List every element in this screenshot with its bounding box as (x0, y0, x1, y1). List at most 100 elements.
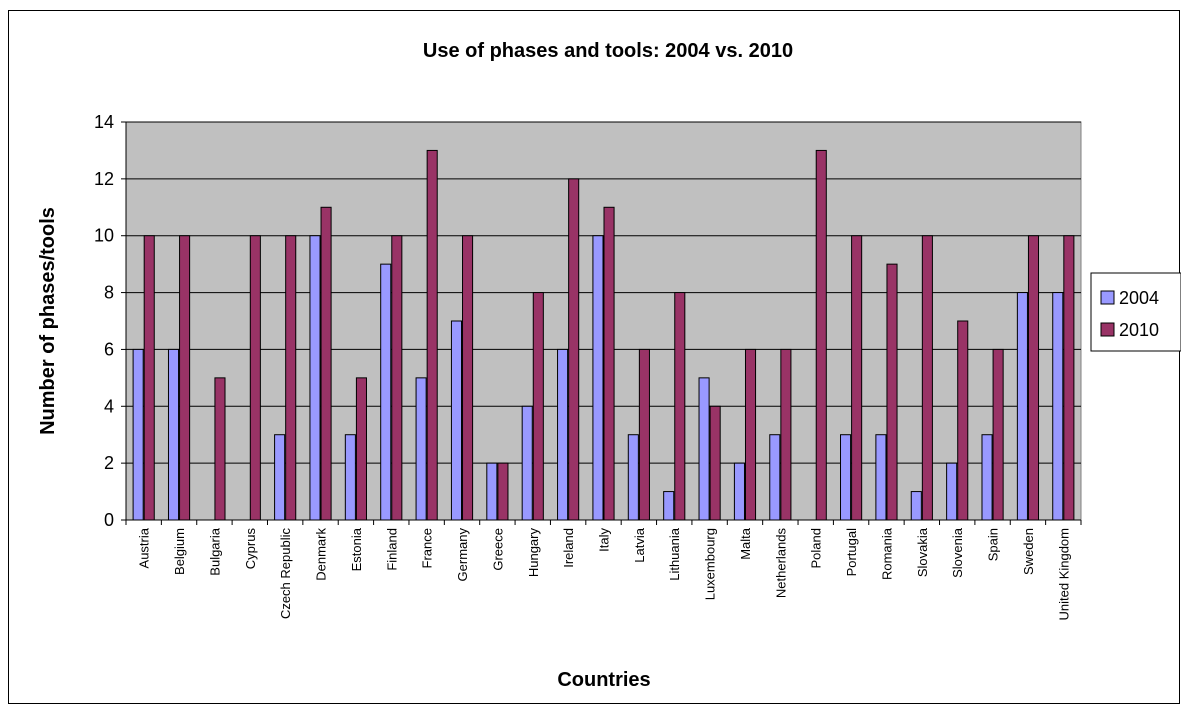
legend-box (1090, 272, 1181, 352)
legend-label-2010: 2010 (1119, 320, 1159, 340)
bar-2004-slovenia (946, 462, 958, 521)
bar-2010-france (426, 149, 438, 521)
bar-2010-slovakia (921, 235, 933, 521)
bar-2004-denmark (309, 235, 321, 521)
x-tick-label: Greece (490, 528, 505, 571)
x-tick-label: Lithuania (667, 527, 682, 581)
bar-2004-luxembourg (698, 377, 710, 521)
bar-2010-greece (497, 462, 509, 521)
legend: 2004 2010 (1090, 272, 1181, 352)
bar-2010-estonia (355, 377, 367, 521)
bars (132, 149, 1075, 521)
x-axis-title: Countries (557, 669, 650, 691)
bar-2004-united-kingdom (1052, 292, 1064, 521)
bar-2004-finland (380, 263, 392, 521)
bar-2010-romania (886, 263, 898, 521)
bar-2010-hungary (532, 292, 544, 521)
x-tick-label: Slovenia (950, 527, 965, 578)
x-tick-label: United Kingdom (1056, 528, 1071, 621)
bar-2004-latvia (627, 434, 639, 521)
bar-2004-ireland (557, 348, 569, 521)
gridlines (126, 121, 1081, 464)
y-tick-label: 8 (104, 283, 114, 303)
y-tick-label: 4 (104, 396, 114, 416)
x-tick-label: Cyprus (243, 528, 258, 570)
x-tick-label: Slovakia (915, 527, 930, 577)
x-tick-label: Hungary (526, 528, 541, 578)
bar-2010-latvia (638, 348, 650, 521)
x-tick-label: Latvia (632, 527, 647, 562)
bar-2010-denmark (320, 206, 332, 521)
chart-title: Use of phases and tools: 2004 vs. 2010 (423, 40, 793, 62)
bar-2010-united-kingdom (1063, 235, 1075, 521)
x-tick-label: Germany (455, 528, 470, 582)
bar-2004-greece (486, 462, 498, 521)
x-tick-label: Luxembourg (703, 528, 718, 600)
bar-2010-spain (992, 348, 1004, 521)
bar-2010-austria (143, 235, 155, 521)
bar-2004-germany (450, 320, 463, 521)
bar-2004-spain (981, 434, 993, 521)
bar-2004-lithuania (663, 491, 675, 521)
x-tick-label: Spain (986, 528, 1001, 561)
y-tick-label: 6 (104, 339, 114, 359)
bar-2004-france (415, 377, 427, 521)
plot-area (125, 121, 1082, 521)
x-tick-label: Denmark (314, 528, 329, 581)
y-tick-label: 14 (94, 112, 114, 132)
bar-2010-lithuania (674, 292, 686, 521)
bar-2004-malta (733, 462, 745, 521)
bar-2010-belgium (179, 235, 191, 521)
chart-area: Use of phases and tools: 2004 vs. 2010 0… (8, 10, 1181, 704)
bar-2010-czech-republic (285, 235, 297, 521)
x-tick-label: Malta (738, 527, 753, 560)
x-tick-label: Portugal (844, 528, 859, 577)
bar-2010-netherlands (780, 348, 792, 521)
chart-canvas: Use of phases and tools: 2004 vs. 2010 0… (37, 40, 1181, 691)
y-tick-label: 0 (104, 510, 114, 530)
x-tick-label: France (420, 528, 435, 568)
x-tick-label: Poland (809, 528, 824, 568)
bar-2010-germany (462, 235, 474, 521)
x-tick-label: Italy (597, 528, 612, 552)
x-tick-label: Sweden (1021, 528, 1036, 575)
y-tick-label: 12 (94, 169, 114, 189)
x-tick-label: Estonia (349, 527, 364, 571)
x-tick-label: Ireland (561, 528, 576, 568)
y-tick-labels: 0 2 4 6 8 10 12 14 (94, 112, 114, 530)
bar-2004-netherlands (769, 434, 781, 521)
y-tick-label: 2 (104, 453, 114, 473)
bar-2004-estonia (344, 434, 356, 521)
bar-2004-austria (132, 348, 144, 521)
x-tick-labels: Austria Belgium Bulgaria Cyprus Czech Republ… (137, 527, 1072, 620)
y-axis-title: Number of phases/tools (37, 207, 59, 435)
bar-2004-slovakia (910, 491, 922, 521)
x-tick-label: Austria (137, 527, 152, 568)
legend-label-2004: 2004 (1119, 288, 1159, 308)
bar-2010-sweden (1027, 235, 1040, 521)
bar-2004-hungary (521, 405, 533, 521)
x-tick-label: Romania (879, 527, 894, 580)
bar-2010-bulgaria (214, 377, 226, 521)
x-tick-label: Czech Republic (278, 528, 293, 620)
bar-2004-czech-republic (274, 434, 286, 521)
x-tick-label: Belgium (172, 528, 187, 575)
bar-2010-slovenia (957, 320, 969, 521)
bar-2010-portugal (851, 235, 863, 521)
bar-2004-belgium (167, 348, 180, 521)
bar-2010-ireland (568, 178, 580, 521)
bar-2004-sweden (1016, 292, 1028, 521)
x-tick-label: Bulgaria (207, 527, 222, 575)
x-tick-label: Netherlands (773, 528, 788, 599)
bar-2010-italy (603, 206, 615, 521)
bar-2010-luxembourg (709, 405, 721, 521)
bar-2010-malta (744, 348, 757, 521)
x-tick-label: Finland (384, 528, 399, 571)
axes (121, 121, 1082, 525)
bar-2010-finland (391, 235, 403, 521)
legend-swatch-2004 (1100, 290, 1115, 305)
bar-2010-cyprus (249, 235, 261, 521)
y-tick-label: 10 (94, 226, 114, 246)
bar-2004-italy (592, 235, 604, 521)
bar-2004-romania (875, 434, 887, 521)
